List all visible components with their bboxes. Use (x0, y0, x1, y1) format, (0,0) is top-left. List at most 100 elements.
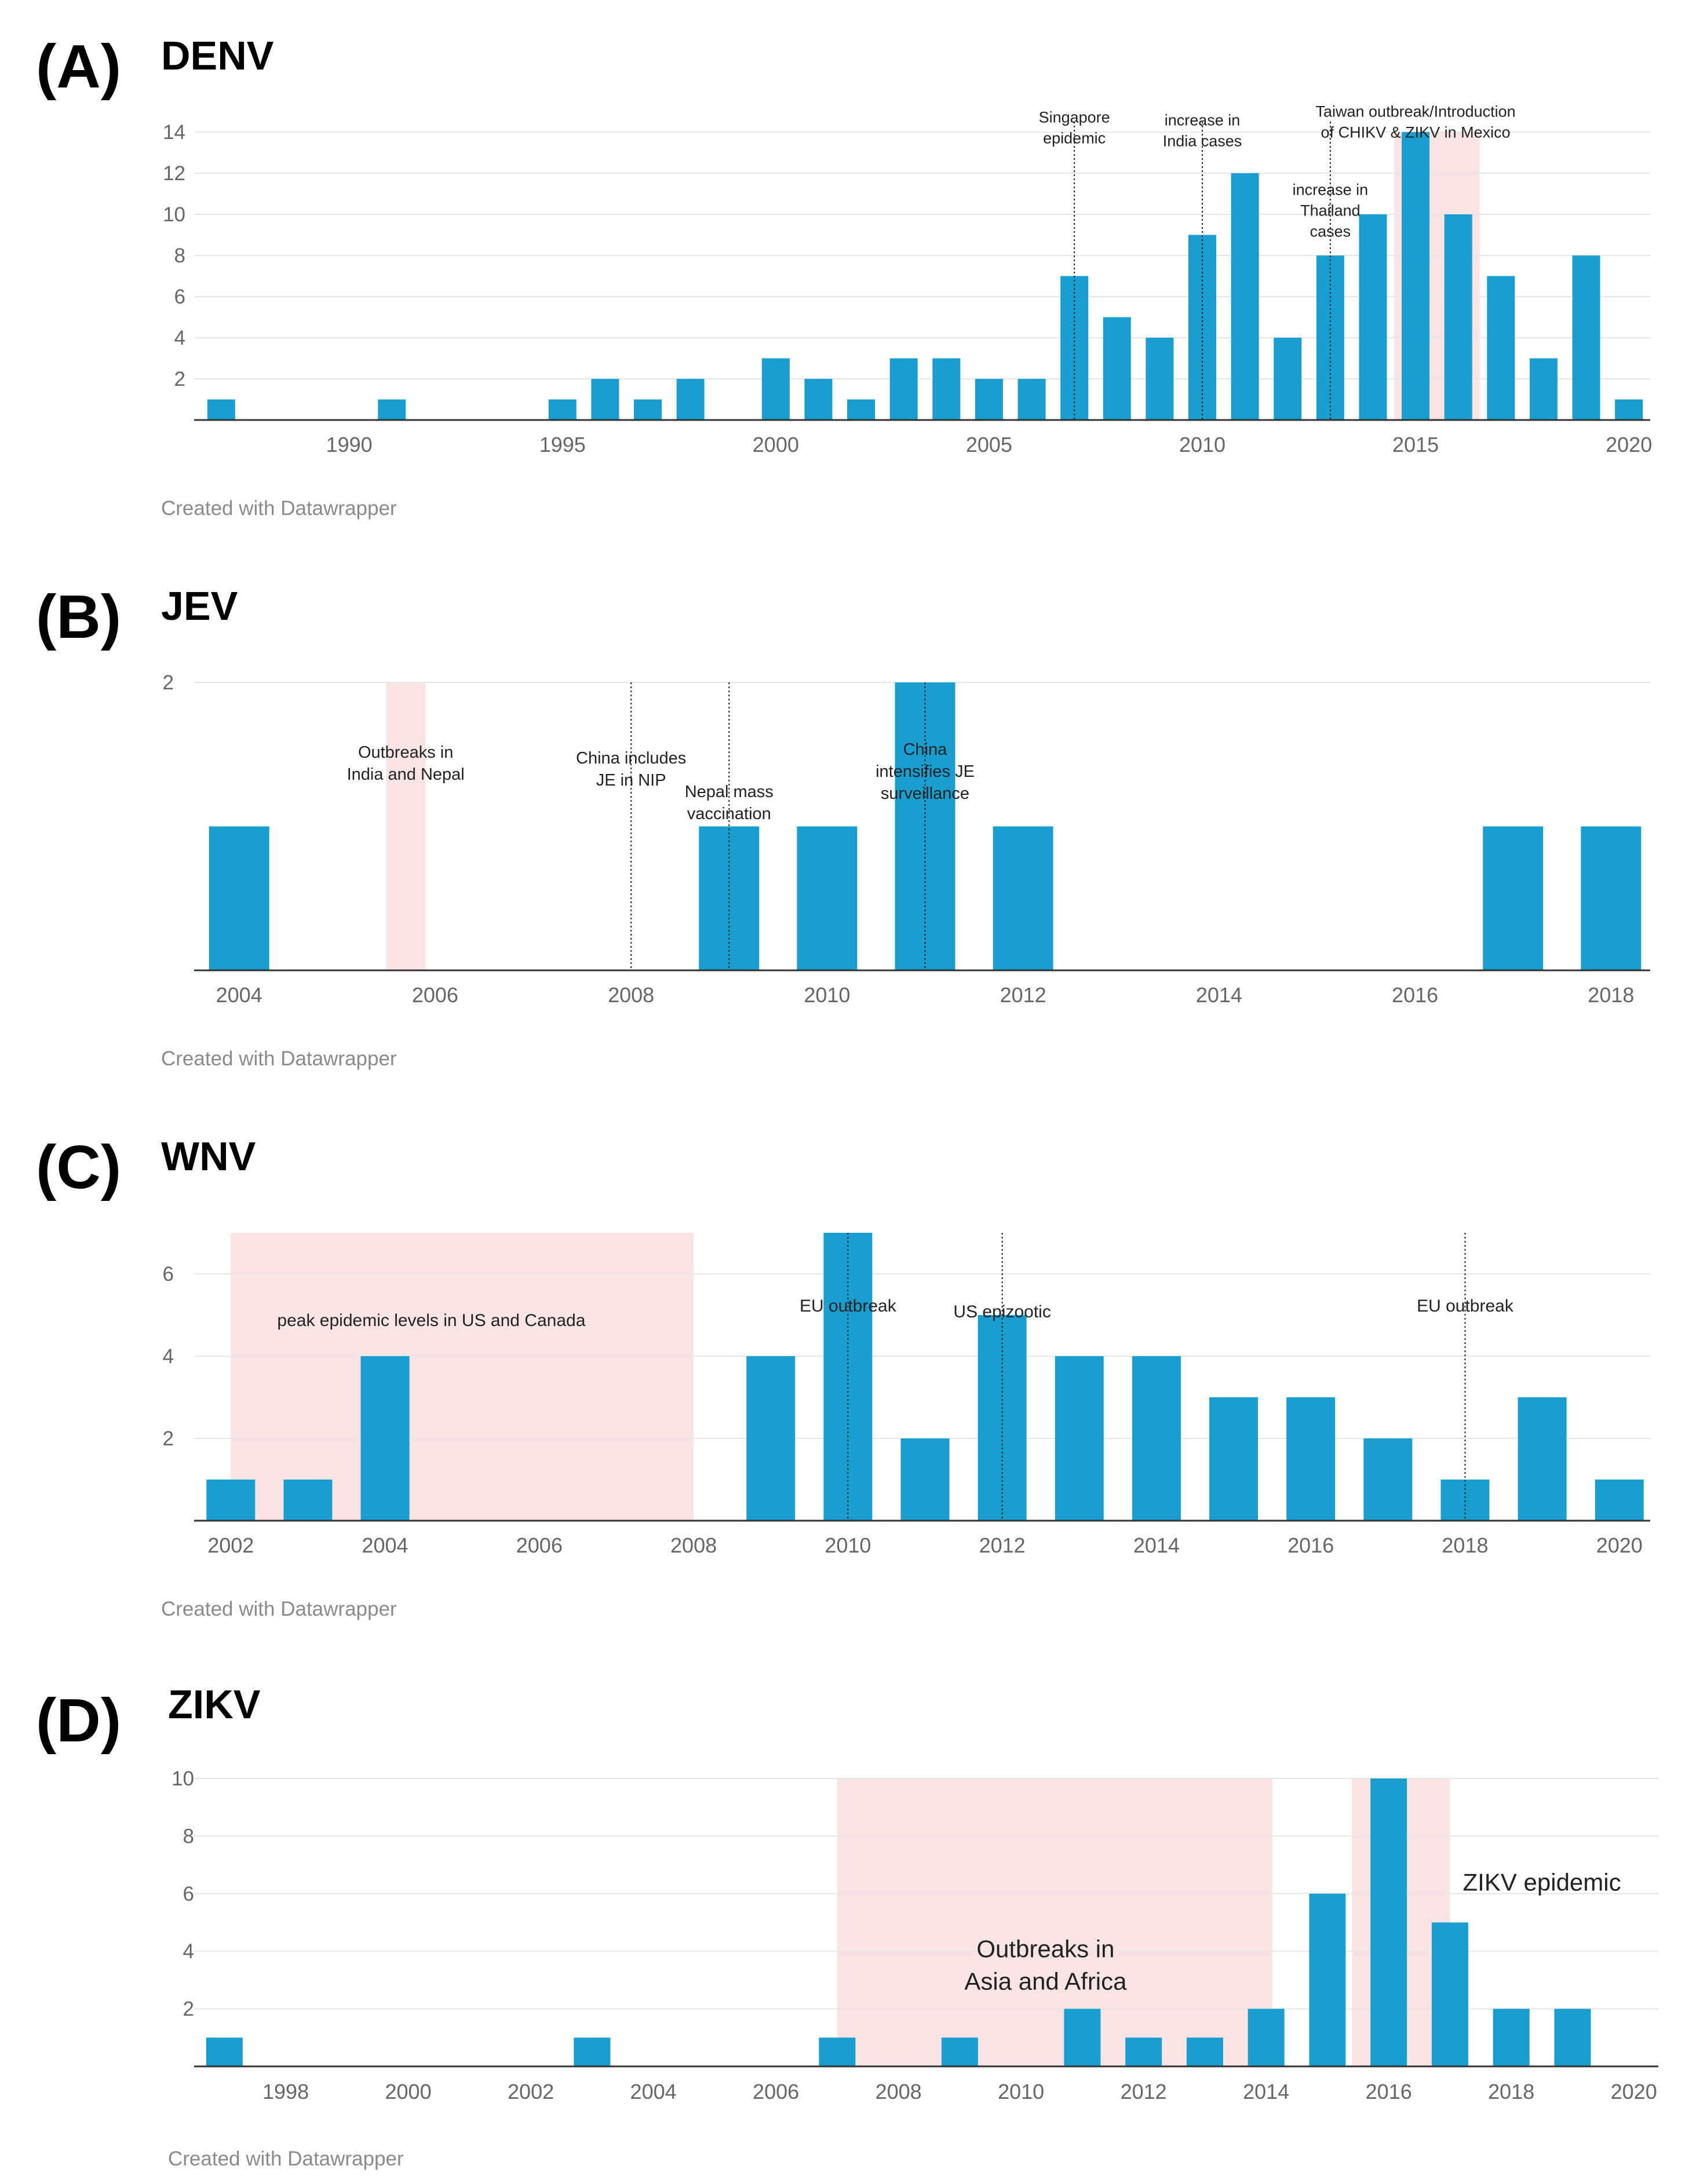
bar (1064, 2008, 1101, 2066)
x-tick-label: 2010 (998, 2080, 1044, 2103)
annotation-text: of CHIKV & ZIKV in Mexico (1321, 124, 1511, 141)
datawrapper-credit: Created with Datawrapper (161, 1047, 397, 1070)
annotation-text: Asia and Africa (964, 1968, 1127, 1995)
bar (804, 379, 833, 420)
bar (378, 399, 406, 420)
bar (761, 358, 790, 420)
y-tick-label: 2 (174, 368, 185, 390)
bar (993, 826, 1053, 970)
bar (1370, 1778, 1407, 2066)
x-tick-label: 2004 (362, 1533, 408, 1557)
panel-title: JEV (161, 583, 238, 629)
bar (975, 379, 1003, 420)
zikv-chart: 2 4 6 8 10 1998 2000 2002 2004 2006 2008 2010 2012 20… (172, 1767, 1658, 2103)
x-tick-label: 2018 (1588, 983, 1634, 1007)
bar (591, 379, 619, 420)
x-tick-label: 2010 (804, 983, 850, 1007)
annotation-text: China (903, 740, 948, 759)
panel-jev: (B) JEV 2 2004 2006 2008 2010 2012 2014 2016 201… (0, 550, 1707, 1101)
x-tick-label: 2002 (207, 1533, 254, 1557)
x-tick-label: 2014 (1196, 983, 1242, 1007)
x-tick-label: 2006 (753, 2080, 799, 2103)
bar (1017, 379, 1046, 420)
shaded-range (837, 1778, 1272, 2066)
y-tick-label: 2 (183, 1998, 194, 2021)
annotation-text: JE in NIP (596, 771, 666, 790)
bar (900, 1438, 950, 1521)
x-tick-label: 2002 (508, 2080, 554, 2103)
x-tick-label: 2012 (1000, 983, 1046, 1007)
y-tick-label: 6 (174, 286, 185, 308)
denv-chart: 2 4 6 8 10 12 14 1990 1995 2000 2005 2010 2015 2020 Si… (163, 103, 1652, 456)
x-tick-label: 2008 (876, 2080, 922, 2103)
annotation-text: EU outbreak (800, 1296, 897, 1316)
y-tick-label: 10 (172, 1767, 194, 1790)
bar (977, 1315, 1027, 1521)
bar (1188, 235, 1217, 420)
shaded-range (386, 682, 425, 970)
x-tick-label: 2010 (825, 1533, 871, 1557)
bar (1483, 826, 1544, 970)
annotation-text: Outbreaks in (976, 1935, 1114, 1963)
bar (1103, 317, 1131, 420)
panel-letter: (B) (36, 583, 122, 651)
bar (941, 2037, 978, 2066)
bar (1431, 1922, 1468, 2066)
x-tick-label: 2008 (608, 983, 654, 1007)
x-tick-label: 2004 (630, 2080, 677, 2103)
datawrapper-credit: Created with Datawrapper (161, 497, 397, 520)
y-tick-label: 14 (163, 121, 185, 144)
wnv-chart: 2 4 6 2002 2004 2006 2008 2010 2012 2014 2016 2018 2… (163, 1233, 1650, 1557)
bar (1248, 2008, 1285, 2066)
x-tick-label: 2018 (1442, 1533, 1488, 1557)
datawrapper-credit: Created with Datawrapper (168, 2148, 404, 2170)
bar (1493, 2008, 1530, 2066)
x-tick-label: 1998 (262, 2080, 309, 2103)
annotation-text: increase in (1293, 181, 1369, 199)
x-tick-label: 2016 (1366, 2080, 1412, 2103)
bar (1359, 214, 1387, 420)
bar (819, 2037, 856, 2066)
bar (548, 399, 577, 420)
bar (207, 399, 235, 420)
bar (1186, 2037, 1223, 2066)
bar (1402, 132, 1430, 420)
y-tick-label: 6 (183, 1883, 194, 1905)
x-tick-label: 2020 (1606, 433, 1652, 456)
annotation-text: EU outbreak (1417, 1296, 1514, 1316)
x-tick-label: 2018 (1488, 2080, 1534, 2103)
x-tick-label: 2006 (412, 983, 458, 1007)
bar (1554, 2008, 1591, 2066)
y-tick-label: 12 (163, 162, 185, 185)
bar (847, 399, 876, 420)
datawrapper-credit: Created with Datawrapper (161, 1598, 397, 1620)
annotation-text: surveillance (881, 784, 969, 803)
bar (209, 826, 269, 970)
bar (1055, 1356, 1104, 1521)
panel-letter: (C) (36, 1133, 122, 1201)
bar (1581, 826, 1642, 970)
x-tick-label: 2012 (1121, 2080, 1167, 2103)
panel-letter: (A) (36, 32, 122, 101)
x-tick-label: 2020 (1596, 1533, 1643, 1557)
x-tick-label: 2008 (670, 1533, 717, 1557)
bar (1209, 1397, 1259, 1521)
bar (797, 826, 858, 970)
annotation-text: Outbreaks in (358, 743, 453, 762)
bar (932, 358, 961, 420)
panel-wnv: (C) WNV 2 4 6 2002 2004 2006 2008 2010 2012 2014 2… (0, 1101, 1707, 1651)
x-tick-label: 2005 (966, 433, 1012, 456)
x-tick-label: 2000 (385, 2080, 432, 2103)
y-tick-label: 4 (183, 1940, 194, 1963)
y-tick-label: 8 (174, 244, 185, 267)
y-tick-label: 2 (163, 671, 174, 694)
x-tick-label: 2012 (979, 1533, 1026, 1557)
panel-title: WNV (161, 1134, 256, 1179)
bar (1125, 2037, 1162, 2066)
panel-title: ZIKV (168, 1682, 261, 1727)
panel-zikv: (D) ZIKV 2 4 6 8 10 1998 2000 2002 2004 2006 2008 2… (0, 1651, 1707, 2184)
bar (1132, 1356, 1181, 1521)
annotation-text: peak epidemic levels in US and Canada (277, 1311, 585, 1330)
x-tick-label: 1995 (539, 433, 586, 456)
x-tick-label: 2006 (516, 1533, 563, 1557)
